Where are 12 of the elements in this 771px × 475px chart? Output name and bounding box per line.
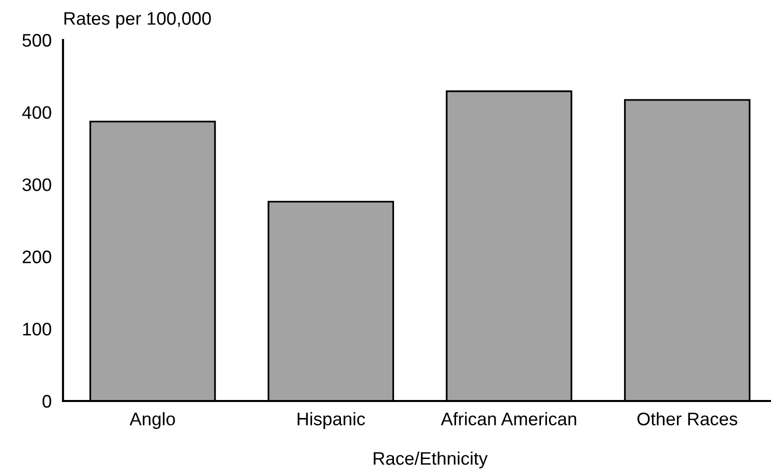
- x-tick-label: Hispanic: [298, 412, 365, 429]
- x-tick-label: African American: [440, 412, 576, 426]
- y-tick-label: 400: [22, 106, 52, 119]
- y-tick-label: 100: [23, 322, 52, 336]
- x-tick-label: Anglo: [130, 412, 175, 429]
- y-tick-label: 0: [42, 394, 52, 408]
- x-axis-title: Race/Ethnicity: [374, 452, 488, 468]
- x-tick-label: Other Races: [637, 412, 738, 426]
- y-tick-label: 200: [22, 250, 52, 264]
- y-tick-label: 300: [22, 178, 52, 192]
- y-tick-label: 500: [22, 34, 52, 47]
- y-axis-title: Rates per 100,000: [64, 12, 211, 28]
